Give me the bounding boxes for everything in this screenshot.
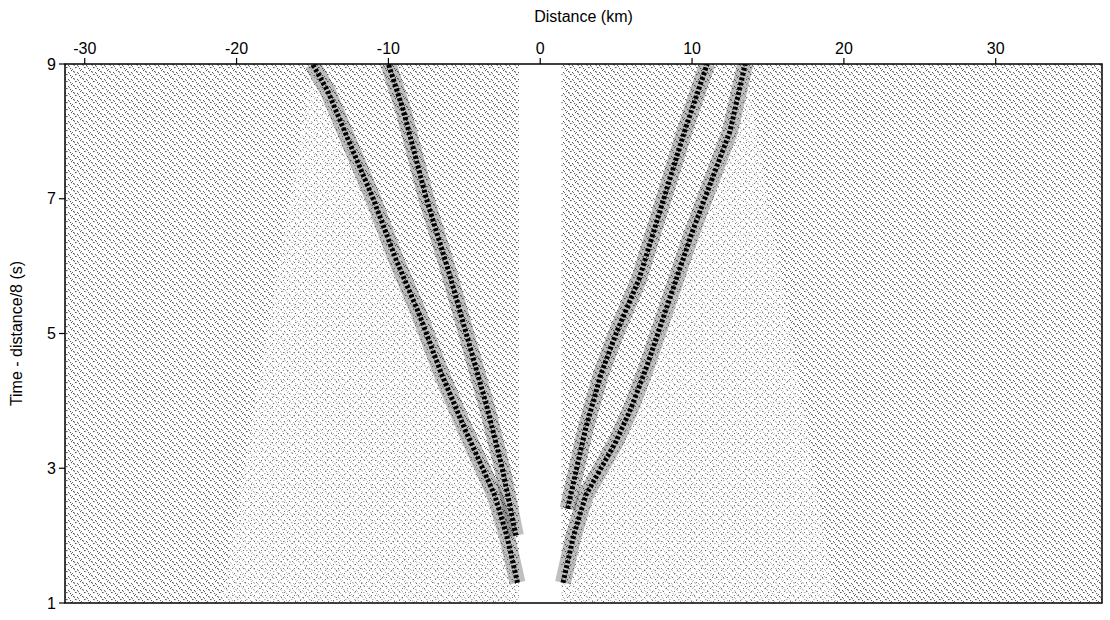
frame [65, 64, 1102, 603]
x-axis-title: Distance (km) [534, 8, 633, 25]
x-tick-label: -10 [377, 40, 400, 57]
arrival [313, 64, 518, 583]
y-tick-label: 3 [47, 460, 56, 477]
arrival [568, 64, 708, 509]
y-tick [59, 602, 65, 603]
x-tick [388, 58, 389, 64]
x-tick [84, 58, 85, 64]
y-tick-label: 5 [47, 325, 56, 342]
y-tick [59, 198, 65, 199]
y-axis-title: Time - distance/8 (s) [8, 261, 25, 406]
x-tick [540, 58, 541, 64]
y-tick [59, 468, 65, 469]
arrival [388, 64, 516, 536]
arrival-band [563, 64, 745, 583]
arrival-band [568, 64, 708, 509]
y-tick-label: 7 [47, 190, 56, 207]
plot-area [65, 64, 1102, 603]
y-tick-label: 1 [47, 595, 56, 612]
x-tick-label: -30 [73, 40, 96, 57]
arrival [563, 64, 745, 583]
x-tick [691, 58, 692, 64]
y-tick [59, 63, 65, 64]
quiet-zone-texture [221, 64, 836, 603]
x-tick [995, 58, 996, 64]
no-data-gap [519, 64, 562, 603]
x-tick-label: 10 [683, 40, 701, 57]
arrival-band [388, 64, 516, 536]
y-tick [59, 333, 65, 334]
chart: -30 -20 -10 0 10 20 30 1 3 5 7 9 Distance (km) Time -… [0, 0, 1110, 620]
x-tick-label: 20 [835, 40, 853, 57]
x-tick-label: -20 [225, 40, 248, 57]
x-tick-label: 30 [987, 40, 1005, 57]
x-tick-label: 0 [536, 40, 545, 57]
x-tick [236, 58, 237, 64]
x-tick [843, 58, 844, 64]
y-tick-label: 9 [47, 56, 56, 73]
quiet-zone [221, 64, 836, 603]
arrival-band [313, 64, 518, 583]
background-noise [65, 64, 1102, 603]
